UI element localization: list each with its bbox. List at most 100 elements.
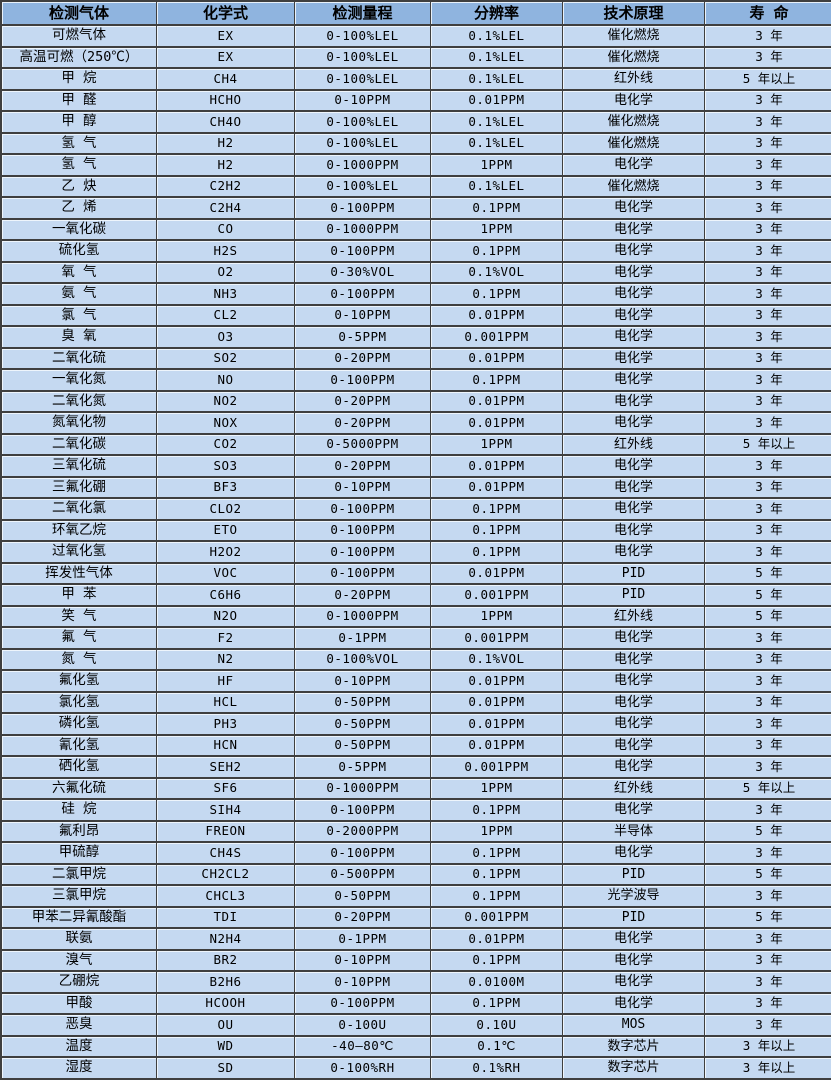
cell-resolution: 0.001PPM [430,626,562,648]
cell-formula: ETO [156,518,294,540]
cell-principle: 电化学 [562,411,704,433]
cell-formula: N2 [156,647,294,669]
cell-principle: 红外线 [562,432,704,454]
cell-principle: 电化学 [562,475,704,497]
cell-principle: 红外线 [562,776,704,798]
cell-range: 0-20PPM [294,905,430,927]
cell-resolution: 0.01PPM [430,454,562,476]
cell-formula: CL2 [156,303,294,325]
table-row: 三氟化硼 BF3 0-10PPM 0.01PPM 电化学 3 年 [2,475,831,497]
cell-principle: 电化学 [562,798,704,820]
table-row: 二氧化氮 NO2 0-20PPM 0.01PPM 电化学 3 年 [2,389,831,412]
cell-principle: 电化学 [562,88,704,110]
cell-range: 0-500PPM [294,862,430,884]
cell-range: 0-50PPM [294,733,430,755]
cell-formula: H2 [156,153,294,175]
cell-lifespan: 3 年 [704,841,831,863]
cell-principle: 电化学 [562,540,704,562]
cell-range: 0-1000PPM [294,776,430,798]
cell-lifespan: 3 年 [704,884,831,906]
cell-principle: 电化学 [562,712,704,734]
cell-resolution: 0.10U [430,1013,562,1035]
cell-gas: 二氧化氮 [2,389,156,412]
table-row: 硅 烷 SIH4 0-100PPM 0.1PPM 电化学 3 年 [2,798,831,820]
cell-lifespan: 3 年 [704,733,831,755]
cell-gas: 过氧化氢 [2,540,156,562]
cell-formula: CH4S [156,841,294,863]
cell-gas: 甲 苯 [2,583,156,605]
cell-range: 0-100%LEL [294,24,430,46]
cell-lifespan: 3 年 [704,303,831,325]
table-row: 二氧化硫 SO2 0-20PPM 0.01PPM 电化学 3 年 [2,346,831,368]
cell-gas: 甲苯二异氰酸酯 [2,905,156,928]
cell-resolution: 0.1%VOL [430,260,562,282]
cell-formula: CLO2 [156,497,294,519]
cell-formula: BF3 [156,475,294,497]
cell-range: 0-10PPM [294,88,430,110]
cell-formula: C2H2 [156,174,294,196]
cell-gas: 三氯甲烷 [2,884,156,906]
cell-lifespan: 3 年 [704,927,831,949]
cell-principle: 电化学 [562,970,704,992]
cell-lifespan: 3 年 [704,239,831,261]
cell-range: 0-100PPM [294,282,430,304]
table-row: 氟 气 F2 0-1PPM 0.001PPM 电化学 3 年 [2,626,831,648]
cell-principle: 电化学 [562,518,704,540]
table-row: 挥发性气体 VOC 0-100PPM 0.01PPM PID 5 年 [2,561,831,583]
table-row: 温度 WD -40—80℃ 0.1℃ 数字芯片 3 年以上 [2,1034,831,1056]
table-row: 二氧化碳 CO2 0-5000PPM 1PPM 红外线 5 年以上 [2,432,831,454]
cell-resolution: 0.1PPM [430,991,562,1013]
cell-principle: 电化学 [562,217,704,239]
cell-resolution: 0.1%LEL [430,110,562,132]
cell-range: 0-1000PPM [294,604,430,626]
cell-gas: 笑 气 [2,604,156,627]
cell-resolution: 0.1PPM [430,948,562,970]
table-row: 臭 氧 O3 0-5PPM 0.001PPM 电化学 3 年 [2,325,831,347]
table-row: 氟化氢 HF 0-10PPM 0.01PPM 电化学 3 年 [2,669,831,691]
cell-range: 0-5000PPM [294,432,430,454]
cell-gas: 硒化氢 [2,755,156,777]
cell-resolution: 0.01PPM [430,561,562,583]
table-row: 笑 气 N2O 0-1000PPM 1PPM 红外线 5 年 [2,604,831,627]
cell-formula: H2 [156,131,294,153]
cell-resolution: 0.1%RH [430,1056,562,1078]
cell-lifespan: 3 年 [704,497,831,519]
cell-principle: 电化学 [562,260,704,282]
table-row: 氮氧化物 NOX 0-20PPM 0.01PPM 电化学 3 年 [2,411,831,433]
cell-resolution: 0.1%LEL [430,131,562,153]
cell-range: 0-100PPM [294,991,430,1013]
cell-principle: 电化学 [562,733,704,755]
cell-lifespan: 3 年 [704,217,831,239]
cell-principle: 电化学 [562,647,704,669]
cell-resolution: 1PPM [430,819,562,841]
cell-formula: CO [156,217,294,239]
cell-lifespan: 5 年 [704,561,831,583]
cell-range: 0-100U [294,1013,430,1035]
cell-range: 0-100PPM [294,518,430,540]
cell-gas: 氢 气 [2,131,156,154]
cell-resolution: 0.1PPM [430,239,562,261]
cell-resolution: 0.001PPM [430,583,562,605]
cell-formula: VOC [156,561,294,583]
table-row: 甲苯二异氰酸酯 TDI 0-20PPM 0.001PPM PID 5 年 [2,905,831,928]
table-row: 硒化氢 SEH2 0-5PPM 0.001PPM 电化学 3 年 [2,755,831,777]
cell-lifespan: 5 年 [704,819,831,841]
cell-gas: 甲 烷 [2,67,156,89]
cell-gas: 氮 气 [2,647,156,670]
cell-resolution: 0.1%LEL [430,67,562,89]
cell-formula: EX [156,24,294,46]
cell-gas: 高温可燃（250℃） [2,45,156,68]
cell-gas: 硅 烷 [2,798,156,820]
cell-resolution: 0.0100M [430,970,562,992]
table-row: 氢 气 H2 0-1000PPM 1PPM 电化学 3 年 [2,153,831,175]
cell-lifespan: 3 年 [704,475,831,497]
cell-formula: SO2 [156,346,294,368]
cell-lifespan: 3 年以上 [704,1034,831,1056]
cell-resolution: 0.01PPM [430,88,562,110]
cell-lifespan: 3 年 [704,540,831,562]
cell-range: 0-100%LEL [294,67,430,89]
cell-principle: 电化学 [562,991,704,1013]
cell-range: 0-100PPM [294,798,430,820]
cell-gas: 氯化氢 [2,690,156,713]
cell-lifespan: 3 年 [704,24,831,46]
